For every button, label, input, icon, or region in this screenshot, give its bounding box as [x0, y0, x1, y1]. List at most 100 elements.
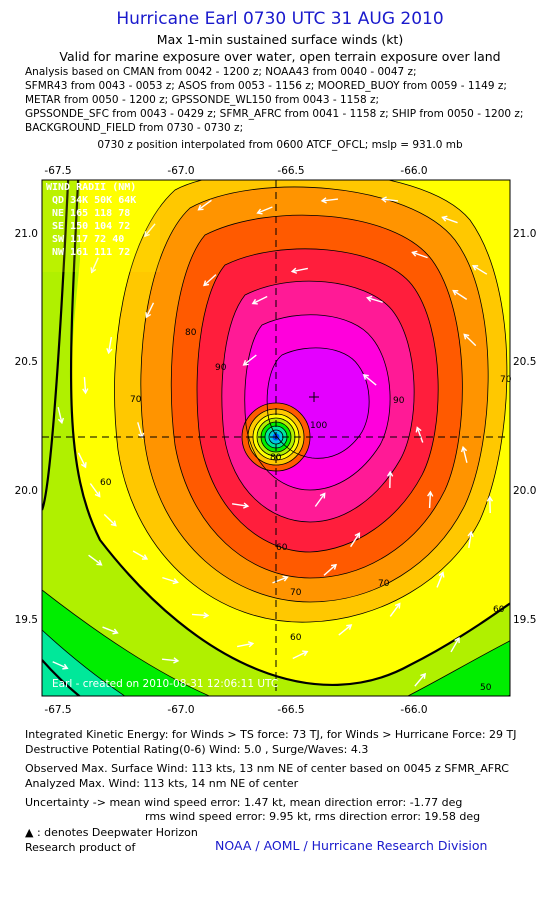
wind-vector: [83, 376, 87, 394]
wind-vector-head: [82, 388, 89, 395]
wind-vector: [203, 274, 217, 286]
wind-vector-head: [427, 490, 434, 497]
wind-vector-head: [62, 663, 69, 670]
wind-vector: [414, 673, 426, 687]
wind-vector: [162, 576, 178, 584]
wind-vector-head: [354, 532, 361, 539]
svg-text:SW 117 72 40: SW 117 72 40: [52, 234, 124, 245]
contour-label: 60: [276, 543, 288, 553]
wind-vector-head: [247, 641, 255, 648]
svg-text:NW 161 111 72: NW 161 111 72: [52, 247, 130, 258]
svg-text:19.5: 19.5: [513, 614, 536, 626]
contour-label: 70: [378, 579, 390, 589]
wind-vector-head: [460, 445, 468, 453]
wind-vector-head: [302, 650, 309, 657]
wind-vector-head: [141, 554, 149, 560]
wind-vector: [436, 572, 444, 588]
source-line: BACKGROUND_FIELD from 0730 - 0730 z;: [25, 122, 244, 134]
contour-label: 60: [493, 605, 505, 615]
contour-label: 70: [130, 395, 142, 405]
svg-text:-67.5: -67.5: [44, 704, 71, 716]
x-axis-bottom: -67.5 -67.0 -66.5 -66.0: [44, 704, 427, 716]
svg-text:-67.0: -67.0: [167, 704, 194, 716]
wind-vector-head: [138, 432, 145, 439]
wind-vector-head: [454, 636, 460, 644]
wind-vector-head: [173, 657, 180, 664]
wind-vector: [88, 554, 102, 566]
uncertainty-rms-line: rms wind speed error: 9.95 kt, rms direc…: [145, 810, 481, 823]
wind-vector-head: [145, 312, 152, 319]
wind-vector-head: [362, 374, 369, 380]
credit-link[interactable]: NOAA / AOML / Hurricane Research Divisio…: [215, 838, 488, 853]
wind-vector-head: [57, 417, 65, 425]
wind-vector: [52, 661, 68, 669]
source-line: GPSSONDE_SFC from 0043 - 0429 z; SFMR_AF…: [25, 108, 524, 120]
svg-text:-66.5: -66.5: [277, 704, 304, 716]
wind-vector: [472, 265, 488, 275]
wind-vector: [191, 613, 209, 617]
wind-vector-head: [96, 559, 103, 566]
wind-vector: [77, 452, 87, 468]
wind-vector-head: [346, 624, 353, 630]
chart-title: Hurricane Earl 0730 UTC 31 AUG 2010: [116, 9, 444, 29]
wind-vector: [462, 447, 468, 463]
wind-vector: [292, 650, 308, 660]
wind-vector: [145, 302, 155, 318]
contour-label: 50: [480, 683, 492, 693]
wind-vector: [252, 295, 268, 305]
max-wind-marker: [309, 392, 319, 402]
svg-text:20.5: 20.5: [15, 356, 38, 368]
contour-label: 90: [215, 363, 227, 373]
wind-vector: [363, 374, 377, 386]
wind-vector-head: [463, 333, 470, 340]
wind-vector-head: [415, 426, 422, 433]
ike-line: Integrated Kinetic Energy: for Winds > T…: [25, 728, 517, 741]
wind-vector-head: [472, 265, 479, 271]
wind-vector-head: [411, 250, 418, 257]
wind-vector: [102, 626, 118, 634]
wind-vector-head: [243, 502, 250, 509]
wind-radii-table: WIND RADII (NM) QD 34K 50K 64K NE 165 11…: [46, 182, 136, 258]
svg-text:20.5: 20.5: [513, 356, 536, 368]
svg-text:19.5: 19.5: [15, 614, 38, 626]
wind-vector: [292, 267, 308, 273]
center-crosshair: [42, 180, 510, 696]
wind-vector-head: [197, 204, 204, 211]
contour-label: 70: [500, 375, 512, 385]
wind-vector: [198, 199, 212, 211]
valid-note: Valid for marine exposure over water, op…: [59, 49, 501, 64]
uncertainty-line: Uncertainty -> mean wind speed error: 1.…: [25, 796, 463, 809]
contour-label: 60: [100, 478, 112, 488]
wind-vector-head: [320, 197, 327, 204]
wind-vector: [91, 257, 99, 273]
research-label: Research product of: [25, 841, 136, 854]
wind-vector: [243, 354, 257, 366]
deepwater-legend: ▲ : denotes Deepwater Horizon: [25, 826, 198, 839]
wind-vector-head: [110, 520, 117, 527]
wind-vector-head: [438, 571, 445, 578]
deepwater-icon: ▲: [25, 826, 34, 839]
wind-vector: [137, 422, 143, 438]
wind-vector-head: [256, 208, 263, 215]
wind-vector: [416, 427, 424, 443]
svg-text:20.0: 20.0: [15, 485, 38, 497]
wind-vector: [338, 624, 352, 636]
wind-vector-head: [203, 280, 210, 287]
contour-label: 80: [185, 328, 197, 338]
wind-vector-head: [242, 360, 249, 366]
position-note: 0730 z position interpolated from 0600 A…: [97, 139, 463, 151]
y-axis-right: 21.0 20.5 20.0 19.5: [513, 228, 536, 626]
wind-vector: [442, 216, 458, 224]
wind-vector: [57, 407, 63, 423]
contour-label: 80: [270, 453, 282, 463]
wind-vector-head: [366, 295, 373, 302]
svg-text:21.0: 21.0: [15, 228, 38, 240]
wind-vector: [257, 206, 273, 214]
contour-label: 90: [393, 396, 405, 406]
wind-vector-head: [420, 672, 427, 679]
x-axis-top: -67.5 -67.0 -66.5 -66.0: [44, 165, 427, 177]
dpr-line: Destructive Potential Rating(0-6) Wind: …: [25, 743, 369, 756]
wind-vector-head: [380, 196, 387, 203]
contour-label: 70: [290, 588, 302, 598]
wind-vector: [381, 198, 399, 202]
